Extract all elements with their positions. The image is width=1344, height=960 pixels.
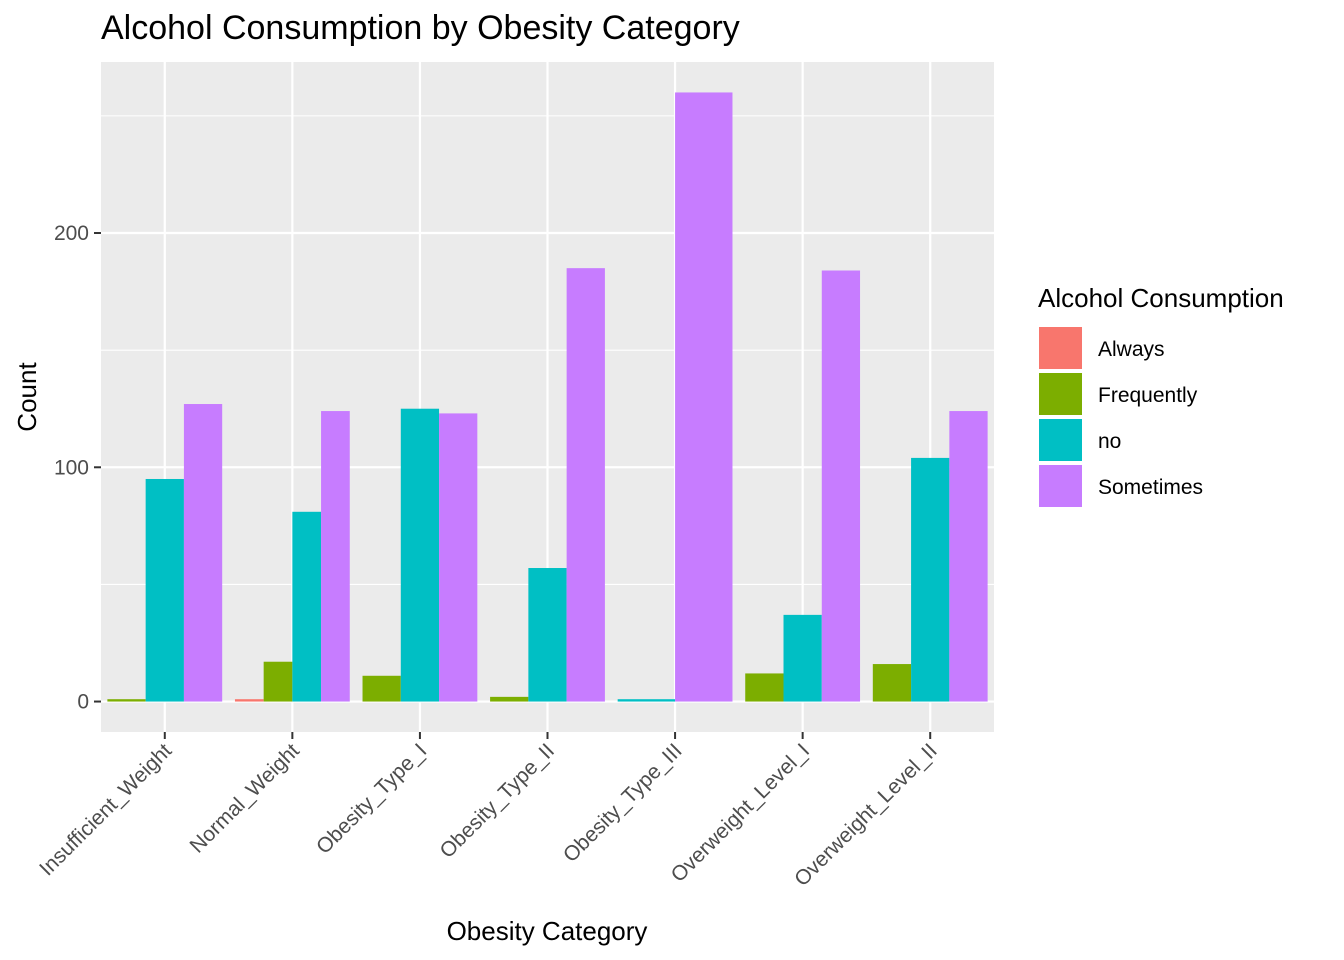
bar-no-overweight-level-i [783,614,822,702]
bar-no-obesity-type-iii [617,699,676,702]
legend-label-frequently: Frequently [1098,384,1198,407]
bar-frequently-insufficient-weight [107,699,146,702]
legend-key-frequently [1037,371,1084,417]
y-axis: 0 100 200 [54,222,101,714]
legend: Alcohol Consumption Always Frequently no So… [1037,283,1284,509]
x-tick-label: Obesity_Type_II [435,739,559,863]
legend-title: Alcohol Consumption [1038,283,1284,313]
bar-frequently-overweight-level-ii [872,664,912,702]
bar-no-overweight-level-ii [911,457,950,702]
bar-sometimes-insufficient-weight [183,404,223,702]
bars-layer [107,92,988,702]
bar-sometimes-obesity-type-i [439,413,478,702]
x-tick-label: Obesity_Type_I [312,739,431,858]
y-tick-label: 100 [54,456,89,479]
x-tick-label: Insufficient_Weight [35,739,176,880]
bar-frequently-obesity-type-ii [490,696,529,702]
y-tick-label: 200 [54,222,89,245]
bar-sometimes-overweight-level-ii [949,411,988,702]
y-axis-title: Count [12,362,42,432]
legend-label-sometimes: Sometimes [1098,476,1203,499]
bar-no-obesity-type-i [400,408,440,702]
chart-title: Alcohol Consumption by Obesity Category [101,9,740,47]
bar-sometimes-normal-weight [321,411,350,702]
x-tick-label: Overweight_Level_II [790,739,942,891]
x-axis-title: Obesity Category [447,916,648,946]
legend-key-no [1037,417,1084,463]
legend-key-always [1037,325,1084,371]
legend-label-always: Always [1098,338,1165,361]
y-tick-label: 0 [77,691,89,714]
x-tick-label: Overweight_Level_I [667,739,815,887]
x-tick-label: Obesity_Type_III [559,739,687,867]
bar-no-obesity-type-ii [528,568,567,702]
bar-sometimes-obesity-type-ii [566,268,605,702]
x-axis: Insufficient_Weight Normal_Weight Obesity_… [35,732,942,891]
bar-frequently-normal-weight [263,661,293,702]
x-tick-label: Normal_Weight [186,739,304,857]
bar-sometimes-overweight-level-i [821,270,861,702]
bar-frequently-obesity-type-i [362,675,401,702]
bar-sometimes-obesity-type-iii [675,92,733,702]
bar-no-insufficient-weight [145,478,184,702]
bar-no-normal-weight [292,511,322,702]
legend-key-sometimes [1037,463,1084,509]
bar-always-normal-weight [234,699,264,702]
legend-label-no: no [1098,430,1121,453]
bar-frequently-overweight-level-i [745,673,784,702]
